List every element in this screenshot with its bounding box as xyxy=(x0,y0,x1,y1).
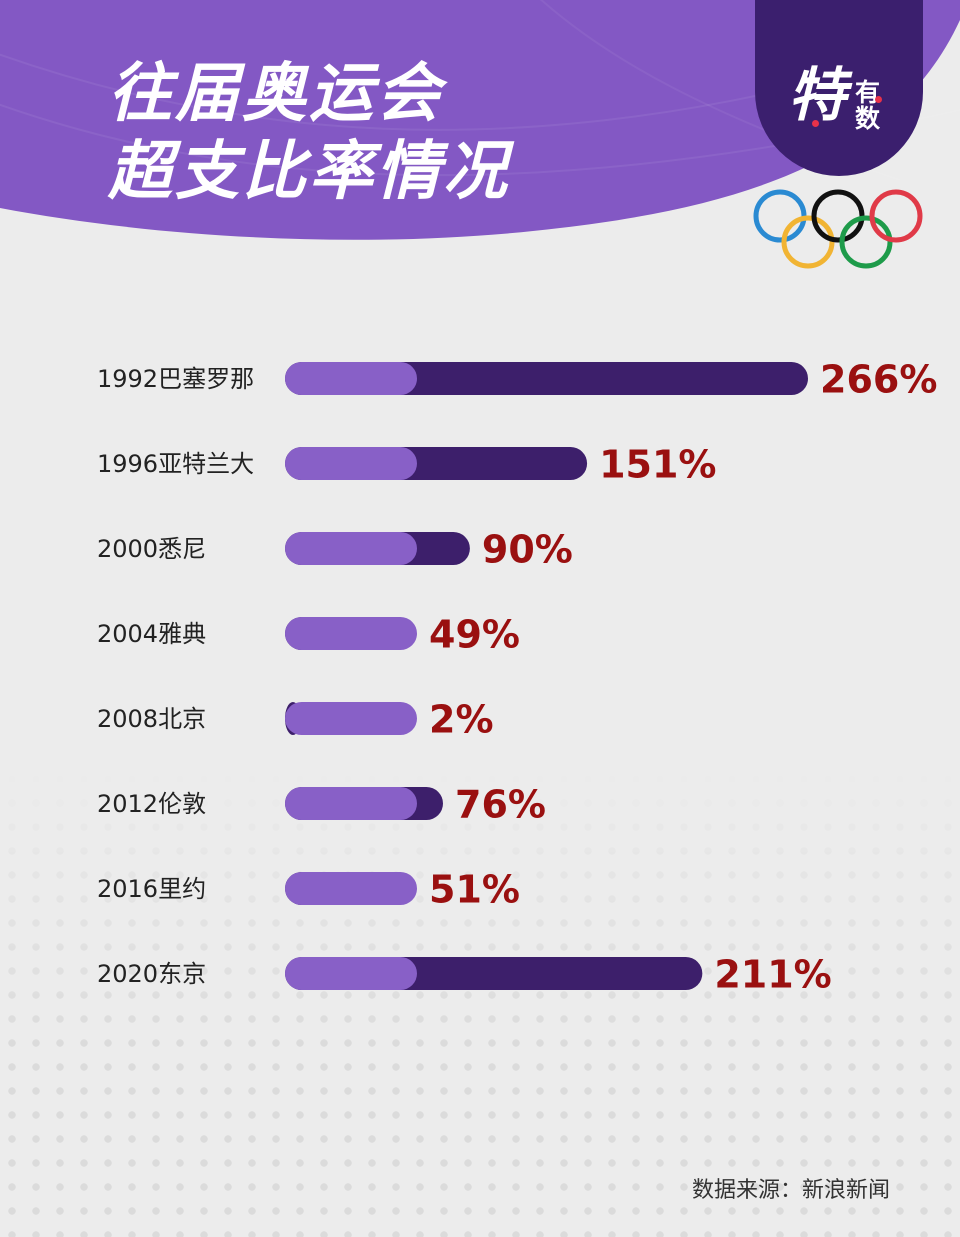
page-title-line2: 超支比率情况 xyxy=(108,135,510,209)
bar-category-label: 2004雅典 xyxy=(97,619,207,648)
bar-value-label: 51% xyxy=(429,868,520,912)
data-source-note: 数据来源：新浪新闻 xyxy=(691,1178,890,1203)
bar-category-label: 2008北京 xyxy=(97,704,207,733)
brand-logo-main: 特 xyxy=(788,61,847,129)
bar-value-label: 151% xyxy=(599,443,716,487)
bar-base-segment xyxy=(285,617,417,650)
bar-category-label: 2000悉尼 xyxy=(97,534,207,563)
bar-value-label: 211% xyxy=(714,953,831,997)
bar-base-segment xyxy=(285,362,417,395)
bar-value-label: 266% xyxy=(820,358,937,402)
bar-base-segment xyxy=(285,872,417,905)
dot-pattern-background xyxy=(0,767,960,1237)
bar-category-label: 2016里约 xyxy=(97,874,207,903)
page-title-line1: 往届奥运会 xyxy=(108,57,443,131)
bar-category-label: 2012伦敦 xyxy=(97,789,207,818)
ring-red xyxy=(869,189,923,243)
bar-category-label: 1996亚特兰大 xyxy=(97,449,255,478)
bar-value-label: 49% xyxy=(429,613,520,657)
bar-value-label: 76% xyxy=(455,783,546,827)
bar-base-segment xyxy=(285,447,417,480)
bar-base-segment xyxy=(285,787,417,820)
bar-category-label: 1992巴塞罗那 xyxy=(97,364,255,393)
bar-base-segment xyxy=(285,532,417,565)
brand-dot-icon xyxy=(875,96,882,103)
ring-green xyxy=(839,215,893,269)
bar-category-label: 2020东京 xyxy=(97,959,207,988)
brand-dot-icon xyxy=(812,120,819,127)
bar-base-segment xyxy=(285,957,417,990)
bar-value-label: 2% xyxy=(429,698,494,742)
olympic-rings-icon xyxy=(753,189,923,269)
bar-value xyxy=(285,362,808,395)
ring-yellow xyxy=(781,215,835,269)
bar-value-label: 90% xyxy=(482,528,573,572)
brand-logo-sub-bottom: 数 xyxy=(855,104,881,133)
bar-base-segment xyxy=(285,702,417,735)
brand-badge xyxy=(755,0,923,176)
